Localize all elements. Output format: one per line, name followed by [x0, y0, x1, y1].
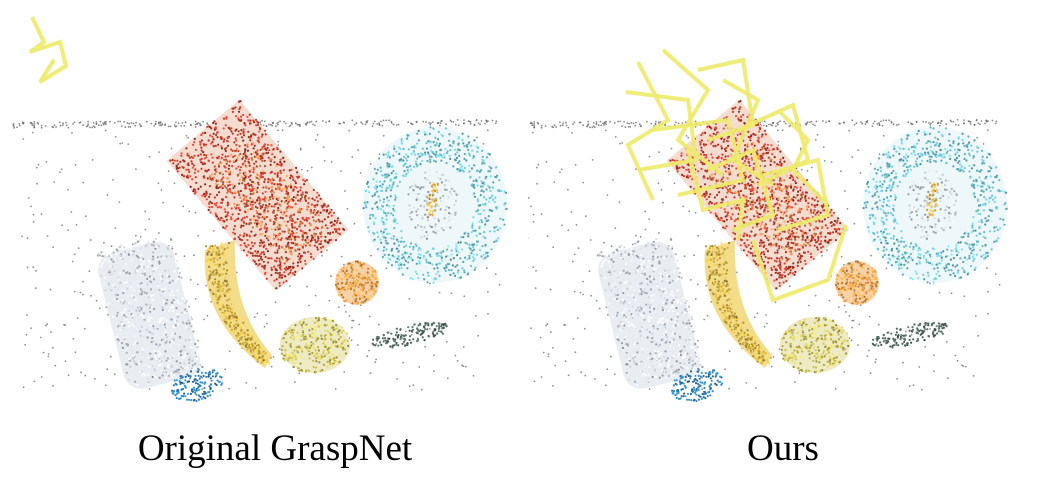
panel-original-graspnet [0, 0, 528, 420]
pear [780, 316, 850, 374]
banana [204, 240, 272, 368]
orange [834, 260, 879, 305]
orange [334, 260, 379, 305]
red-box [166, 99, 349, 291]
point-cloud-original [12, 16, 508, 403]
grasp-pose [28, 16, 69, 84]
red-box [666, 99, 849, 291]
bottle [96, 233, 224, 403]
caption-ours: Ours [747, 428, 819, 469]
grasp-poses [625, 48, 848, 303]
pear [280, 316, 350, 374]
plate [362, 126, 508, 284]
plate [862, 126, 1008, 284]
table-edge [12, 119, 498, 129]
caption-original-graspnet: Original GraspNet [137, 428, 413, 469]
bottle [596, 233, 724, 403]
panel-ours [528, 0, 1056, 420]
clutter-object [371, 321, 448, 349]
banana [704, 240, 772, 368]
point-cloud-ours [528, 48, 1008, 403]
clutter-object [871, 321, 948, 349]
